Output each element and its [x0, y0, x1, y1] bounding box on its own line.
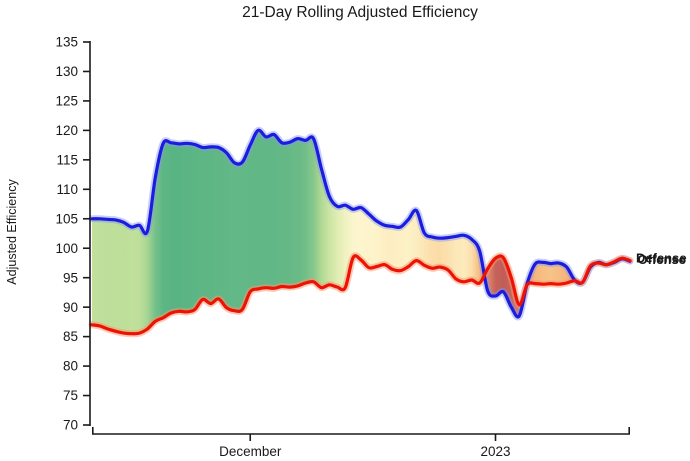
y-tick-label: 85: [63, 329, 78, 344]
offense-line: [90, 128, 632, 319]
y-tick-label: 135: [55, 35, 78, 50]
y-tick-label: 130: [55, 64, 78, 79]
y-tick-label: 70: [63, 418, 78, 433]
y-tick-label: 115: [56, 152, 78, 167]
y-tick-label: 125: [55, 94, 78, 109]
y-axis-title: Adjusted Efficiency: [5, 179, 19, 285]
efficiency-margin-band: [92, 130, 630, 334]
y-tick-label: 80: [63, 359, 78, 374]
y-tick-label: 100: [55, 241, 78, 256]
defense-line-label: Defense: [636, 251, 687, 266]
series-lines: [88, 126, 634, 338]
offense-line-label: Offense: [638, 252, 686, 267]
y-tick-label: 110: [56, 182, 78, 197]
y-tick-label: 75: [63, 388, 78, 403]
y-tick-label: 105: [55, 211, 78, 226]
x-tick-label: December: [219, 444, 282, 459]
chart-title: 21-Day Rolling Adjusted Efficiency: [242, 4, 478, 21]
margin-band-area: [92, 130, 630, 334]
x-tick-label: 2023: [480, 444, 510, 459]
y-tick-label: 95: [63, 270, 78, 285]
y-tick-label: 90: [63, 300, 78, 315]
y-tick-label: 120: [55, 123, 78, 138]
defense-line: [90, 254, 632, 336]
axes: 70 75 80 85 90 95 100 105 110 115 120 125 130 135 Dece…: [55, 35, 631, 459]
